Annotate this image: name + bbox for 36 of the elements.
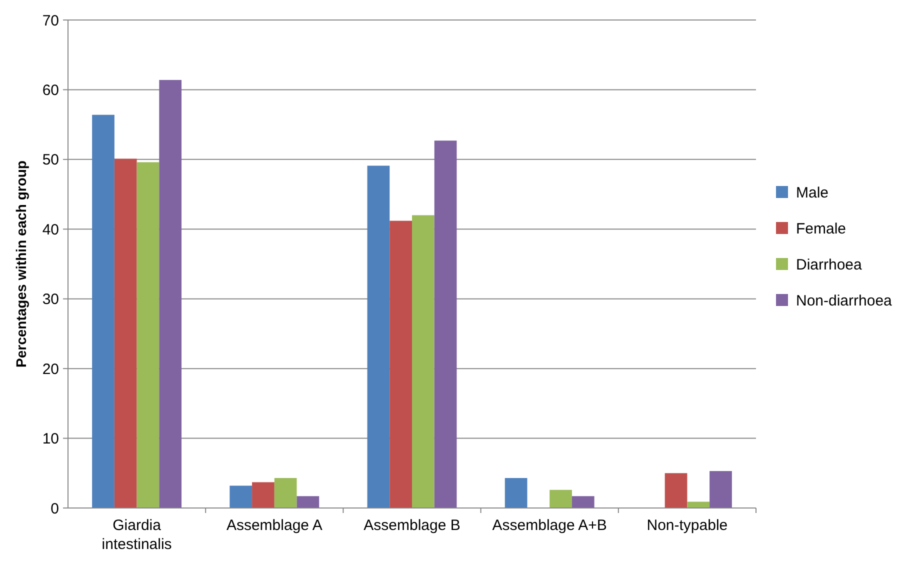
legend-label: Diarrhoea	[796, 256, 863, 274]
y-tick-label: 0	[50, 500, 59, 518]
bar	[159, 80, 182, 508]
x-tick-label: Giardia intestinalis	[102, 517, 172, 553]
y-tick-label: 60	[42, 82, 59, 99]
bar	[296, 496, 320, 508]
bar	[274, 478, 297, 508]
bar	[252, 482, 274, 508]
bar	[390, 220, 412, 508]
y-tick-label: 70	[42, 12, 59, 30]
bar	[572, 496, 594, 508]
bar	[92, 114, 114, 508]
bar	[230, 486, 252, 508]
bar	[710, 471, 732, 508]
legend-label: Non-diarrhoea	[796, 292, 893, 310]
y-tick-label: 30	[42, 291, 59, 308]
x-tick-label: Assemblage A	[226, 517, 322, 534]
bar	[434, 140, 457, 508]
y-tick-label: 40	[42, 221, 59, 238]
bar	[687, 502, 710, 508]
bar	[412, 215, 434, 508]
bar	[136, 162, 160, 508]
legend-label: Female	[796, 220, 846, 238]
bar	[664, 473, 688, 508]
bar	[114, 158, 137, 508]
y-tick-label: 20	[42, 360, 59, 378]
y-tick-label: 10	[42, 430, 59, 448]
y-tick-label: 50	[42, 152, 59, 169]
x-tick-label: Non-typable	[646, 517, 728, 534]
x-tick-label: Assemblage A+B	[492, 517, 607, 534]
y-axis-title: Percentages within each group	[13, 160, 29, 368]
bar	[504, 478, 528, 508]
x-tick-label: Assemblage B	[364, 517, 460, 534]
bar	[367, 166, 390, 508]
legend-label: Male	[796, 184, 829, 202]
bar	[550, 490, 572, 508]
